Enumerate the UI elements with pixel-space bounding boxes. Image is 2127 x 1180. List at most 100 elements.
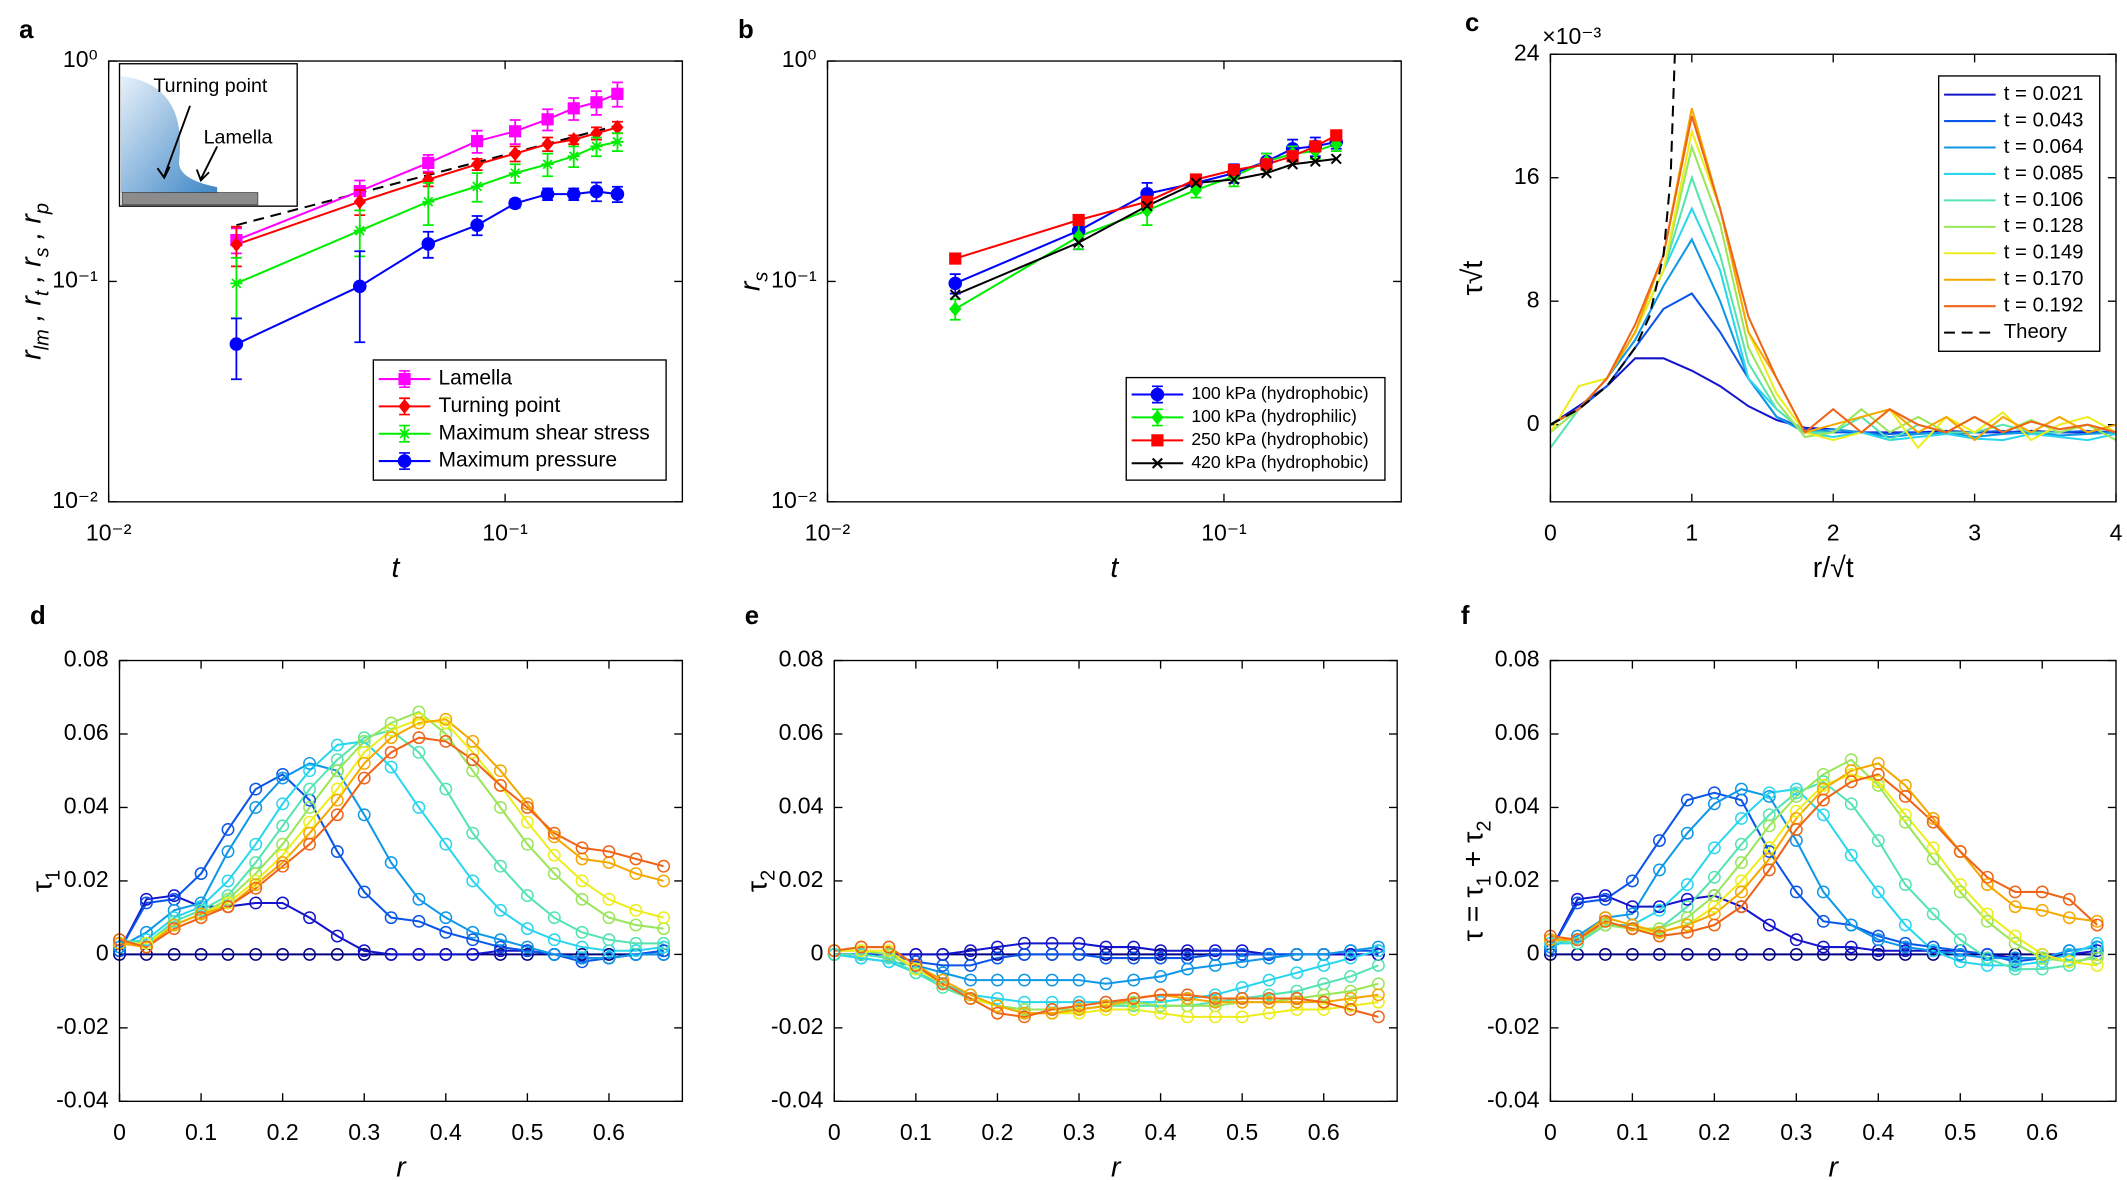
marker bbox=[1707, 797, 1721, 811]
marker bbox=[249, 801, 263, 814]
marker bbox=[1072, 947, 1086, 961]
marker bbox=[1344, 969, 1358, 983]
marker bbox=[1680, 911, 1694, 925]
series-line bbox=[119, 736, 664, 949]
marker bbox=[909, 958, 923, 972]
legend-label: t = 0.043 bbox=[2004, 109, 2084, 131]
marker bbox=[1652, 925, 1666, 939]
marker bbox=[1045, 973, 1059, 987]
marker bbox=[221, 892, 235, 906]
marker bbox=[221, 845, 235, 858]
marker bbox=[2090, 951, 2104, 965]
inset: Turning point Lamella bbox=[118, 63, 298, 207]
marker bbox=[276, 819, 290, 833]
marker bbox=[1317, 958, 1331, 972]
marker bbox=[2062, 911, 2076, 925]
marker bbox=[1262, 973, 1276, 987]
x-axis-label: r bbox=[1111, 1152, 1122, 1180]
marker bbox=[276, 947, 290, 961]
marker bbox=[1235, 1010, 1249, 1024]
legend-label: t = 0.106 bbox=[2004, 189, 2084, 211]
plot-frame bbox=[833, 659, 1398, 1103]
marker bbox=[1017, 1006, 1031, 1020]
legend-label: Lamella bbox=[438, 367, 512, 390]
marker bbox=[1099, 947, 1113, 961]
marker bbox=[330, 845, 344, 858]
marker bbox=[276, 797, 290, 811]
marker bbox=[2008, 885, 2022, 899]
legend-marker bbox=[397, 454, 412, 468]
x-tick-label: 0.3 bbox=[1780, 1119, 1812, 1145]
marker bbox=[520, 815, 534, 829]
marker bbox=[629, 918, 643, 932]
marker bbox=[520, 947, 534, 961]
inset-drop bbox=[120, 75, 218, 193]
marker bbox=[1262, 995, 1276, 1009]
marker bbox=[357, 731, 371, 745]
series-lines bbox=[119, 710, 664, 963]
marker bbox=[303, 947, 317, 961]
series-line bbox=[119, 773, 664, 963]
marker bbox=[353, 194, 366, 210]
marker bbox=[221, 900, 235, 914]
marker bbox=[276, 856, 290, 870]
label-part: + τ bbox=[1457, 831, 1489, 875]
marker bbox=[1290, 947, 1304, 961]
marker bbox=[1262, 988, 1276, 1002]
plot-frame bbox=[118, 659, 684, 1103]
marker bbox=[1127, 951, 1141, 965]
marker bbox=[1571, 936, 1584, 950]
marker bbox=[1371, 1010, 1385, 1024]
marker bbox=[1344, 1003, 1358, 1016]
y-tick-label: 0.04 bbox=[779, 793, 824, 819]
marker bbox=[1953, 878, 1967, 892]
marker bbox=[353, 224, 366, 237]
marker bbox=[1330, 153, 1342, 165]
marker bbox=[357, 808, 371, 822]
marker bbox=[1072, 1003, 1086, 1016]
marker bbox=[1898, 918, 1912, 932]
marker bbox=[567, 150, 580, 163]
series-line bbox=[1550, 107, 2117, 442]
x-tick-label: 1 bbox=[1685, 519, 1698, 545]
legend-label: 250 kPa (hydrophobic) bbox=[1191, 429, 1368, 449]
legend: Lamella Turning point Maximum shear stress… bbox=[372, 359, 667, 481]
marker bbox=[303, 782, 317, 796]
marker bbox=[1926, 907, 1940, 921]
marker bbox=[657, 944, 671, 958]
marker bbox=[330, 808, 344, 822]
marker bbox=[330, 929, 344, 943]
marker bbox=[1871, 929, 1885, 943]
marker bbox=[1980, 870, 1994, 884]
x-tick-label: 0.5 bbox=[511, 1119, 543, 1145]
marker bbox=[1680, 918, 1694, 932]
marker bbox=[1844, 767, 1858, 781]
marker bbox=[575, 874, 589, 888]
x-tick-label: 0.4 bbox=[430, 1119, 462, 1145]
marker bbox=[412, 914, 426, 928]
x-tick-label: 10⁻² bbox=[86, 519, 132, 545]
marker bbox=[1017, 1003, 1031, 1016]
series-line bbox=[834, 946, 1379, 1018]
marker bbox=[1980, 914, 1994, 928]
marker bbox=[1652, 947, 1666, 961]
marker bbox=[990, 973, 1004, 987]
marker bbox=[1290, 992, 1304, 1005]
marker bbox=[589, 184, 604, 199]
marker bbox=[1235, 955, 1249, 969]
marker bbox=[2035, 955, 2049, 969]
marker bbox=[1262, 951, 1276, 965]
marker bbox=[1045, 1006, 1059, 1020]
marker bbox=[2008, 929, 2022, 943]
marker bbox=[384, 731, 398, 745]
y-tick-label: 0.06 bbox=[64, 719, 109, 745]
marker bbox=[1652, 900, 1666, 914]
marker bbox=[276, 859, 290, 873]
inset-arrow bbox=[195, 146, 219, 183]
marker bbox=[1789, 823, 1803, 836]
marker bbox=[357, 756, 371, 770]
marker bbox=[1980, 958, 1994, 972]
marker bbox=[229, 337, 244, 351]
marker bbox=[167, 889, 181, 903]
